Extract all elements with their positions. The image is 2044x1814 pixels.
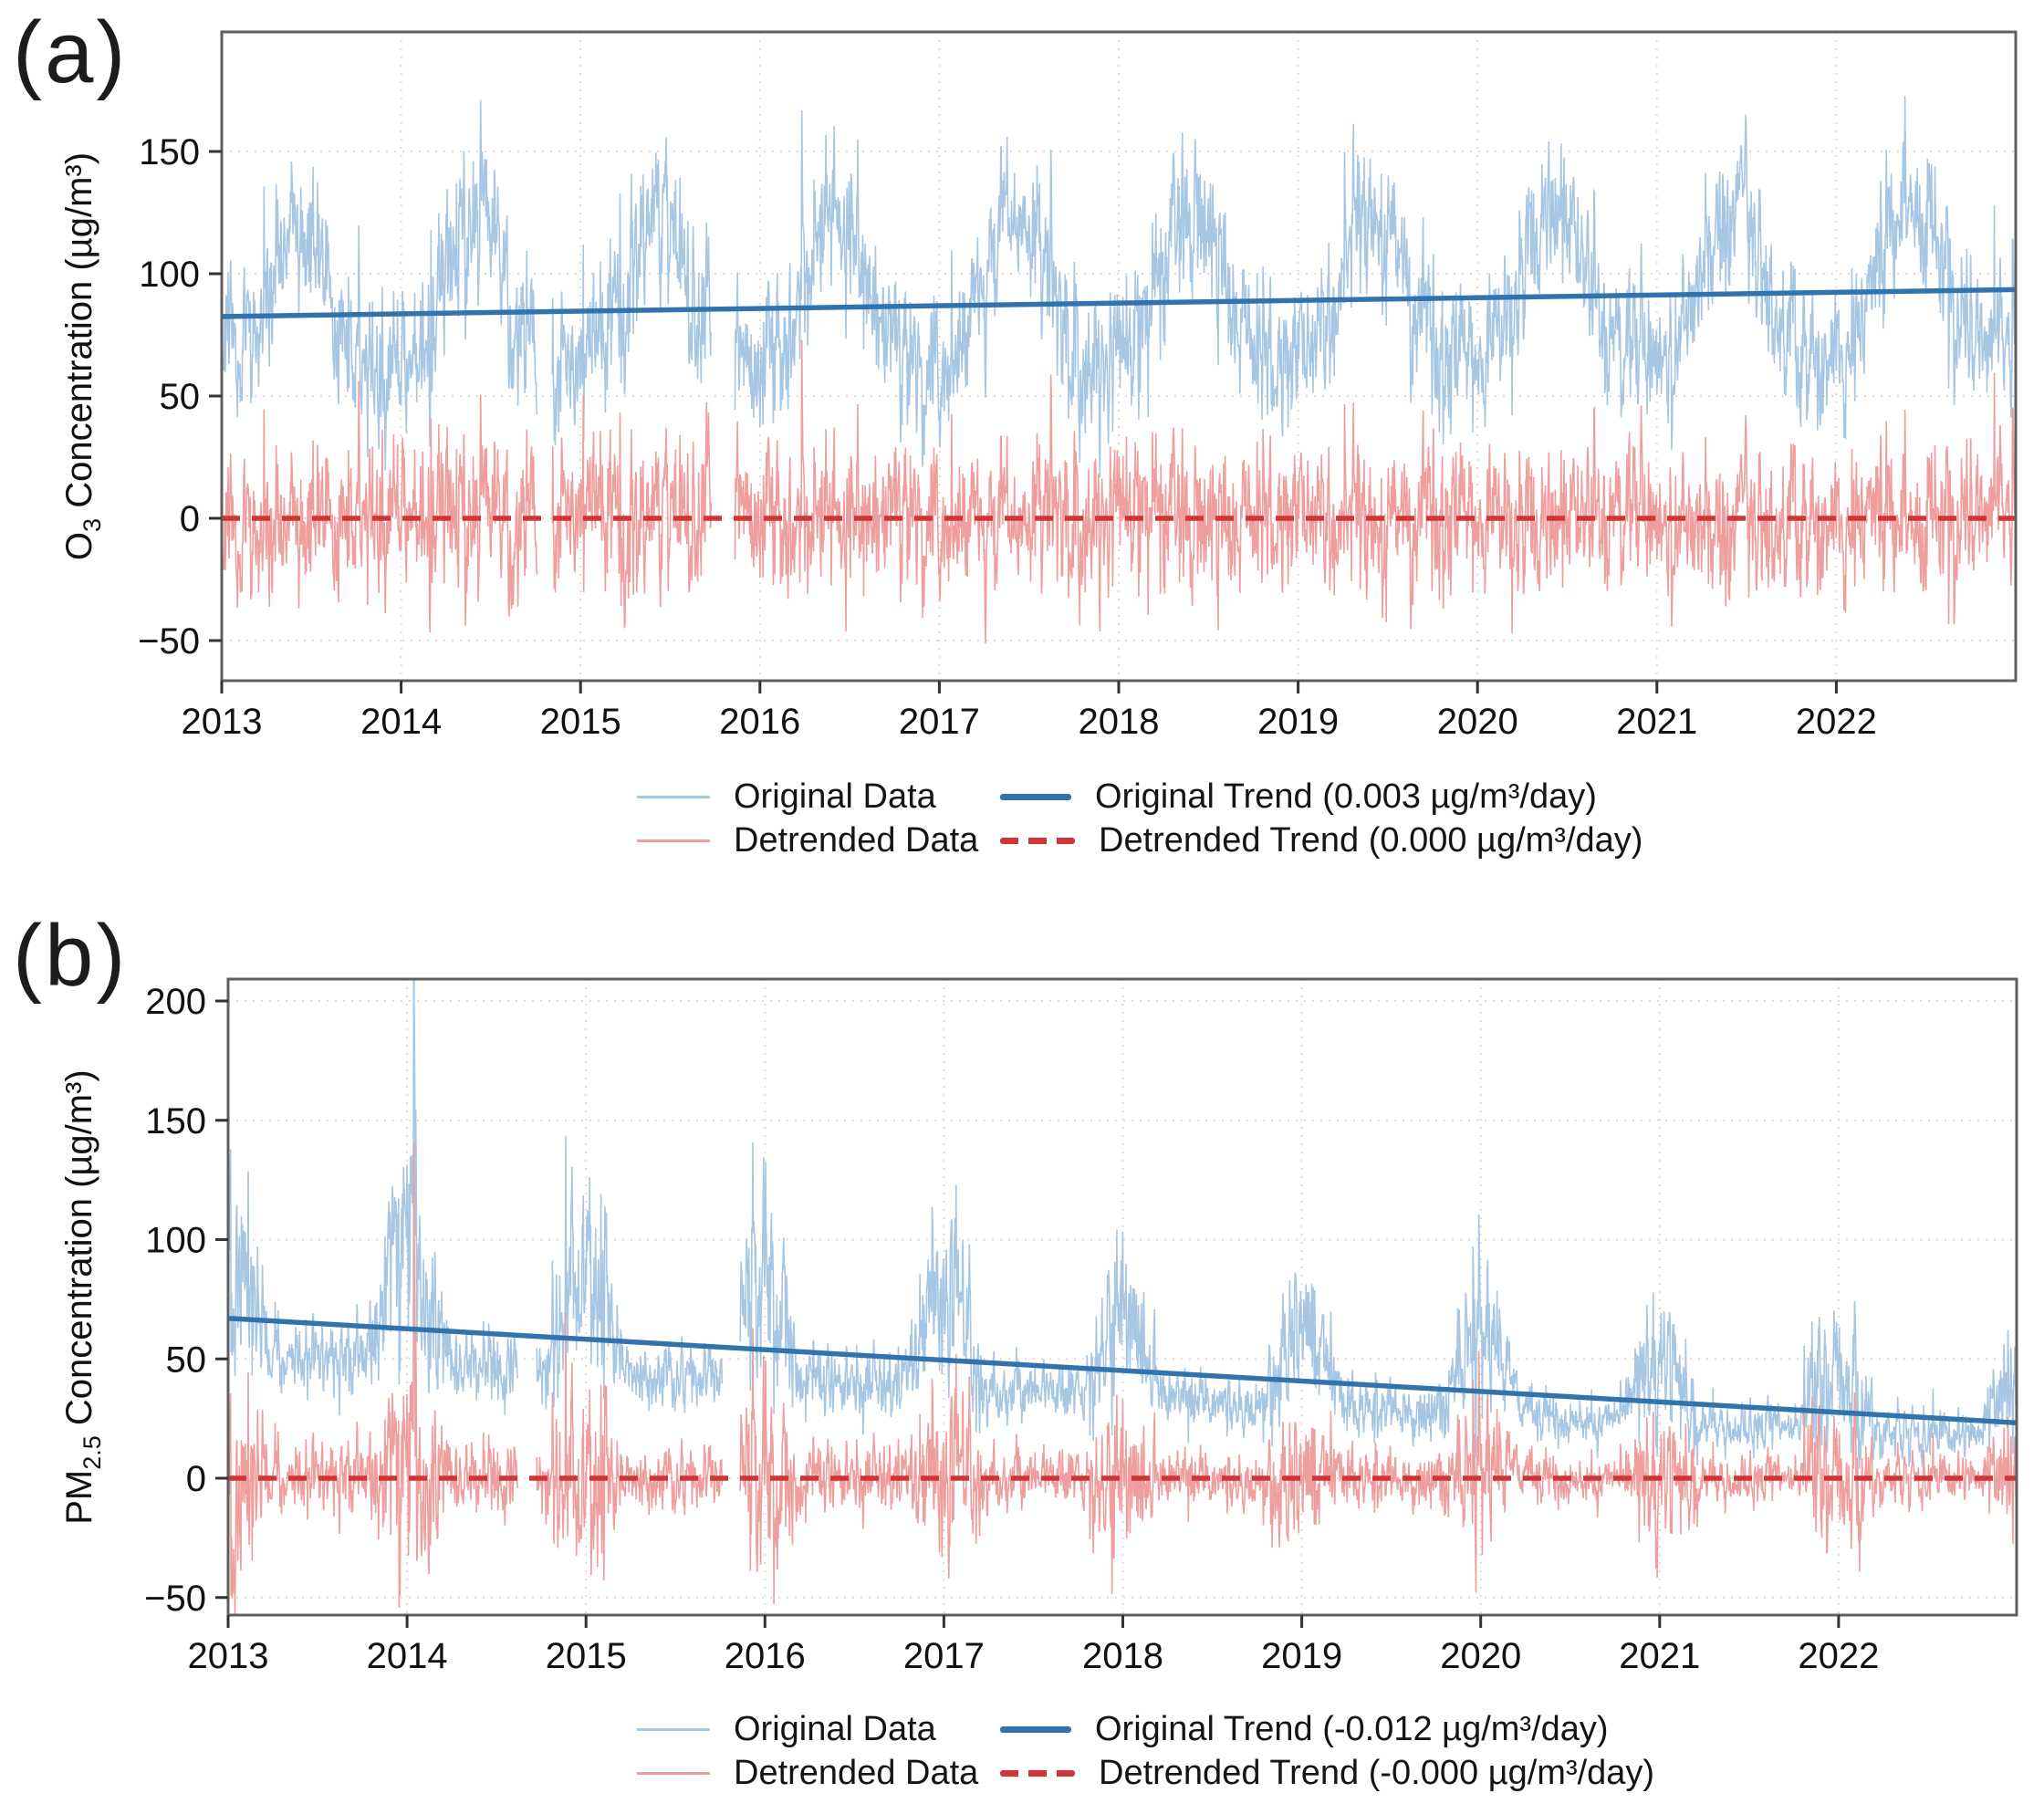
y-axis-label-subscript: 2.5 xyxy=(78,1435,106,1470)
panel-a-plot: 2013 2014 2015 2016 2017 2018 2019 2020 2021 2022… xyxy=(59,30,2018,742)
original-trend-line-sample xyxy=(1000,793,1071,800)
panel-a-label: (a) xyxy=(13,4,129,101)
x-tick-label: 2022 xyxy=(1798,1636,1879,1676)
panel-b-label: (b) xyxy=(13,907,129,1005)
y-axis-label: O3 Concentration (µg/m³) xyxy=(59,152,106,560)
series-group xyxy=(228,979,2017,1615)
original-trend-line-sample xyxy=(1000,1725,1071,1733)
y-tick-label: −50 xyxy=(144,1579,206,1619)
original-trend-line xyxy=(221,287,2017,319)
legend-entry-a-detrended-data: Detrended Data xyxy=(637,819,978,861)
y-axis-label-prefix: O xyxy=(59,532,99,560)
original-trend-line xyxy=(227,1316,2018,1426)
x-tick-label: 2016 xyxy=(725,1636,806,1676)
series-group xyxy=(222,96,2016,644)
y-axis-label-prefix: PM xyxy=(59,1470,99,1525)
x-tick-label: 2014 xyxy=(360,702,442,742)
tick-marks xyxy=(209,150,1838,693)
tick-marks xyxy=(215,999,1841,1628)
x-tick-label: 2015 xyxy=(540,702,621,742)
y-tick-label: 200 xyxy=(145,982,206,1022)
x-tick-label: 2015 xyxy=(546,1636,627,1676)
legend-entry-a-detrended-trend: Detrended Trend (0.000 µg/m³/day) xyxy=(1000,819,1642,861)
original-trend-label: Original Trend (-0.012 µg/m³/day) xyxy=(1095,1709,1609,1748)
o3-detrended-series xyxy=(222,339,2016,644)
original-data-line-sample xyxy=(637,795,710,798)
x-tick-label: 2017 xyxy=(899,702,980,742)
detrended-data-line-sample xyxy=(637,1771,710,1775)
x-tick-label: 2020 xyxy=(1437,702,1518,742)
x-tick-label: 2013 xyxy=(188,1636,269,1676)
original-data-line-sample xyxy=(637,1727,710,1731)
o3-original-series xyxy=(222,96,2016,478)
original-trend-label: Original Trend (0.003 µg/m³/day) xyxy=(1095,777,1597,816)
y-tick-label: 0 xyxy=(180,499,200,539)
panel-b-plot: 2013 2014 2015 2016 2017 2018 2019 2020 2021 2022… xyxy=(59,977,2018,1676)
y-tick-label: 50 xyxy=(160,377,201,417)
y-tick-label: 0 xyxy=(186,1459,206,1499)
y-axis-label-suffix: Concentration (µg/m³) xyxy=(59,1069,99,1435)
legend-entry-b-original-trend: Original Trend (-0.012 µg/m³/day) xyxy=(1000,1708,1609,1750)
legend-entry-a-original-trend: Original Trend (0.003 µg/m³/day) xyxy=(1000,776,1597,818)
x-tick-label: 2021 xyxy=(1616,702,1697,742)
legend-entry-a-original-data: Original Data xyxy=(637,776,936,818)
legend-entry-b-detrended-data: Detrended Data xyxy=(637,1752,978,1794)
y-tick-label: −50 xyxy=(138,621,200,662)
y-tick-label: 50 xyxy=(166,1340,207,1380)
y-axis-label-subscript: 3 xyxy=(78,518,106,532)
y-tick-label: 150 xyxy=(139,132,200,172)
tick-labels: 2013 2014 2015 2016 2017 2018 2019 2020 2021 2022… xyxy=(144,982,1879,1676)
legend-entry-b-original-data: Original Data xyxy=(637,1708,936,1750)
x-tick-label: 2014 xyxy=(367,1636,448,1676)
detrended-trend-line-sample xyxy=(1000,837,1075,844)
detrended-data-label: Detrended Data xyxy=(734,1753,979,1792)
x-tick-label: 2022 xyxy=(1796,702,1877,742)
legend-entry-b-detrended-trend: Detrended Trend (-0.000 µg/m³/day) xyxy=(1000,1752,1654,1794)
y-tick-label: 100 xyxy=(139,255,200,295)
detrended-trend-label: Detrended Trend (0.000 µg/m³/day) xyxy=(1099,820,1643,860)
y-tick-label: 100 xyxy=(145,1221,206,1261)
x-tick-label: 2018 xyxy=(1082,1636,1163,1676)
x-tick-label: 2020 xyxy=(1440,1636,1521,1676)
detrended-data-line-sample xyxy=(637,839,710,842)
x-tick-label: 2019 xyxy=(1261,1636,1342,1676)
x-tick-label: 2013 xyxy=(182,702,263,742)
x-tick-label: 2018 xyxy=(1079,702,1160,742)
detrended-trend-line-sample xyxy=(1000,1769,1075,1777)
detrended-data-label: Detrended Data xyxy=(734,820,979,860)
tick-labels: 2013 2014 2015 2016 2017 2018 2019 2020 2021 2022… xyxy=(138,132,1877,742)
y-axis-label-suffix: Concentration (µg/m³) xyxy=(59,152,99,518)
y-tick-label: 150 xyxy=(145,1101,206,1142)
x-tick-label: 2016 xyxy=(719,702,800,742)
x-tick-label: 2021 xyxy=(1619,1636,1700,1676)
y-axis-label: PM2.5 Concentration (µg/m³) xyxy=(59,1069,106,1525)
original-data-label: Original Data xyxy=(734,777,936,816)
grid xyxy=(221,32,2016,681)
detrended-trend-label: Detrended Trend (-0.000 µg/m³/day) xyxy=(1099,1753,1655,1792)
x-tick-label: 2019 xyxy=(1257,702,1339,742)
original-data-label: Original Data xyxy=(734,1709,936,1748)
x-tick-label: 2017 xyxy=(903,1636,985,1676)
